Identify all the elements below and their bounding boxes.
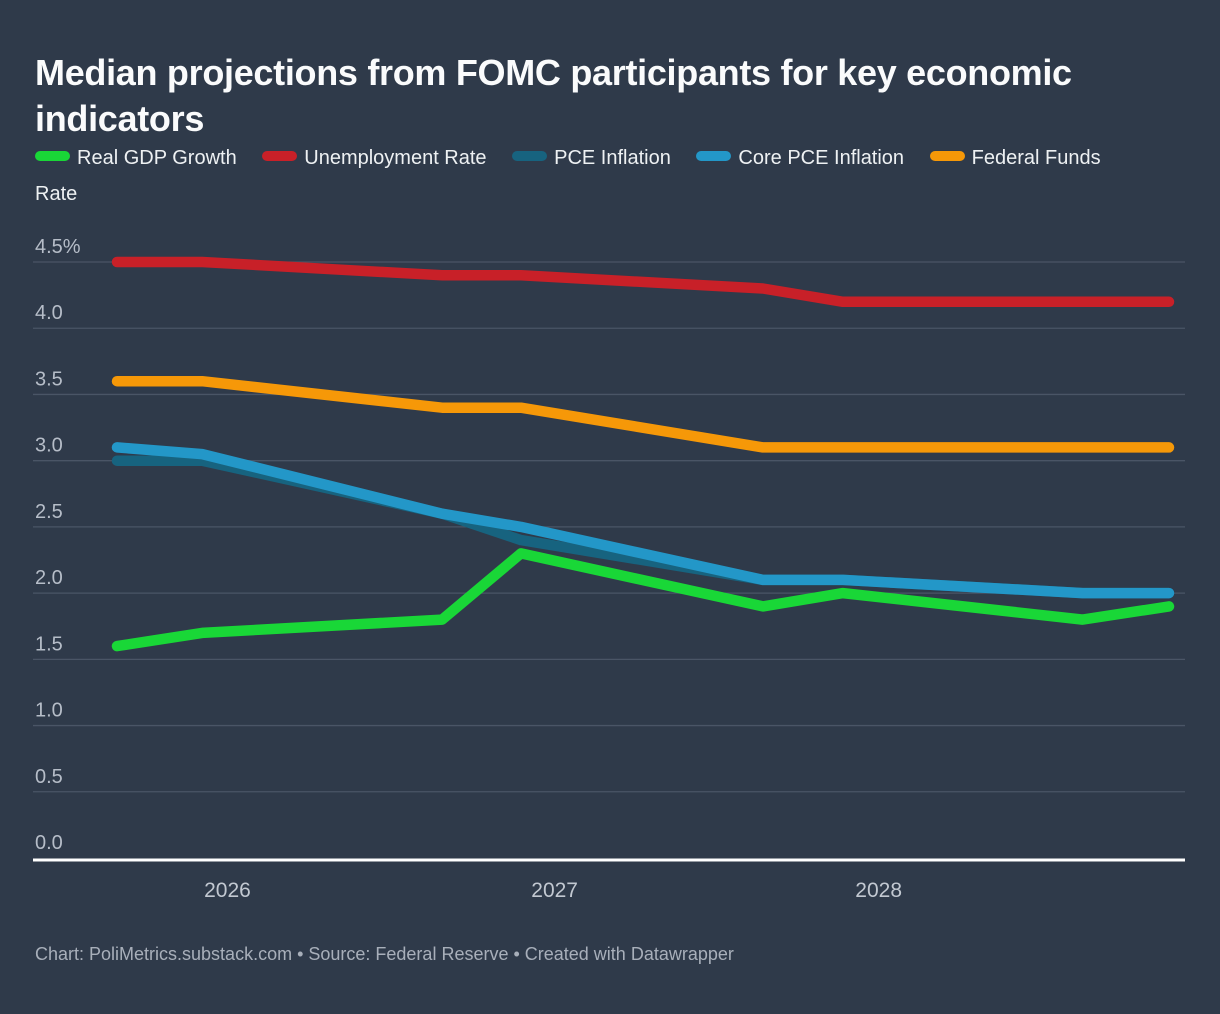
chart-title: Median projections from FOMC participant… [35, 52, 1072, 140]
legend-swatch-pce-inflation [512, 151, 548, 161]
y-axis-label-2.5: 2.5 [35, 501, 63, 523]
y-axis-label-4.0: 4.0 [35, 302, 63, 324]
legend-label-unemployment-rate: Unemployment Rate [304, 147, 487, 169]
y-axis-label-4.5: 4.5% [35, 236, 81, 258]
y-axis-label-1.0: 1.0 [35, 700, 63, 722]
y-axis-label-0.5: 0.5 [35, 766, 63, 788]
legend-swatch-federal-funds-rate [929, 151, 965, 161]
x-axis-label-2028: 2028 [855, 879, 902, 902]
legend-item-unemployment-rate: Unemployment Rate [262, 140, 487, 176]
line-core-pce-inflation [111, 442, 1175, 599]
y-axis-label-1.5: 1.5 [35, 633, 63, 655]
y-axis-label-0.0: 0.0 [35, 832, 63, 854]
x-axis-label-2026: 2026 [204, 879, 251, 902]
legend-label-pce-inflation: PCE Inflation [554, 147, 671, 169]
legend-item-federal-funds-rate: Federal Funds Rate [35, 147, 1101, 205]
legend-label-federal-funds-rate: Federal Funds Rate [35, 147, 1101, 205]
line-real-gdp-growth [111, 548, 1175, 652]
line-unemployment-rate [111, 256, 1175, 308]
y-axis-label-3.5: 3.5 [35, 368, 63, 390]
x-axis-label-2027: 2027 [531, 879, 578, 902]
chart-footer: Chart: PoliMetrics.substack.com • Source… [35, 944, 734, 964]
legend-label-real-gdp-growth: Real GDP Growth [77, 147, 237, 169]
y-axis-label-2.0: 2.0 [35, 567, 63, 589]
legend-label-core-pce-inflation: Core PCE Inflation [738, 147, 905, 169]
legend-swatch-real-gdp-growth [35, 151, 70, 161]
line-federal-funds-rate [111, 375, 1175, 453]
chart-legend: Real GDP Growth Unemployment Rate PCE In… [35, 140, 1110, 212]
legend-swatch-core-pce-inflation [696, 151, 732, 161]
y-axis-label-3.0: 3.0 [35, 435, 63, 457]
legend-item-core-pce-inflation: Core PCE Inflation [696, 140, 904, 176]
legend-item-real-gdp-growth: Real GDP Growth [35, 140, 237, 176]
legend-item-pce-inflation: PCE Inflation [512, 140, 671, 176]
legend-swatch-unemployment-rate [262, 151, 298, 161]
